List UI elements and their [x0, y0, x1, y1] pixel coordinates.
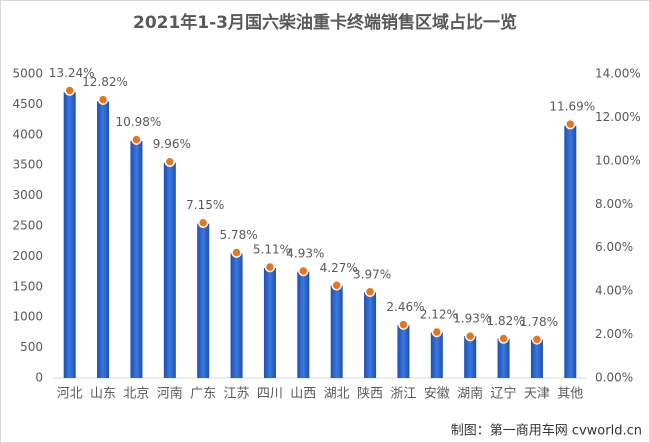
marker [131, 134, 142, 145]
data-label: 2.46% [386, 300, 424, 314]
data-label: 2.12% [420, 307, 458, 321]
marker [97, 94, 109, 105]
bar [230, 253, 243, 378]
data-label: 10.98% [116, 115, 162, 129]
x-tick-label: 山东 [90, 387, 116, 402]
y2-tick-label: 8.00% [595, 197, 633, 211]
marker [498, 333, 509, 344]
marker [64, 85, 75, 96]
y2-tick-label: 2.00% [595, 327, 633, 341]
x-tick-label: 其他 [557, 387, 583, 402]
data-label: 1.93% [453, 312, 491, 326]
bar [297, 271, 310, 378]
chart-title: 2021年1-3月国六柴油重卡终端销售区域占比一览 [133, 12, 517, 33]
x-tick-label: 湖北 [324, 387, 350, 402]
marker [565, 118, 576, 130]
y-tick-label: 1000 [12, 310, 43, 324]
data-label: 1.78% [520, 315, 558, 329]
y-tick-label: 1500 [12, 279, 43, 293]
x-tick-label: 广东 [190, 387, 216, 402]
bar [163, 162, 176, 378]
data-label: 13.24% [49, 66, 95, 80]
bar [63, 92, 76, 379]
source: 制图：第一商用车网 cvworld.cn [451, 423, 642, 439]
bar [430, 332, 443, 378]
bar [464, 336, 477, 378]
data-label: 3.97% [353, 267, 391, 281]
marker [364, 286, 376, 298]
bar [564, 125, 577, 379]
marker [231, 247, 242, 258]
y2-tick-label: 12.00% [595, 110, 641, 124]
bar [364, 292, 377, 378]
data-label: 11.69% [549, 100, 595, 114]
marker [398, 319, 409, 330]
bar [197, 223, 210, 378]
y-tick-label: 4000 [12, 127, 43, 141]
bar [263, 267, 276, 378]
marker [197, 217, 209, 228]
data-label: 5.78% [220, 228, 258, 242]
bar [497, 338, 510, 378]
bar [397, 325, 410, 378]
y2-tick-label: 0.00% [595, 371, 633, 385]
data-label: 12.82% [82, 75, 128, 89]
x-tick-label: 陕西 [357, 387, 383, 402]
x-tick-label: 浙江 [390, 387, 416, 402]
y-tick-label: 500 [20, 340, 43, 354]
y-tick-label: 0 [35, 371, 43, 385]
marker [464, 330, 476, 342]
y-tick-label: 5000 [12, 67, 43, 81]
y-tick-label: 2000 [12, 249, 43, 263]
y-tick-label: 4500 [12, 97, 43, 111]
marker [331, 280, 342, 291]
x-tick-label: 四川 [257, 387, 283, 402]
x-tick-label: 湖南 [457, 386, 483, 402]
x-tick-label: 北京 [123, 387, 149, 402]
y-tick-label: 2500 [12, 219, 43, 233]
marker [264, 261, 276, 273]
x-tick-label: 河南 [157, 386, 183, 402]
y2-tick-label: 6.00% [595, 240, 633, 254]
data-label: 9.96% [153, 137, 191, 151]
bar [130, 140, 143, 378]
data-label: 4.93% [286, 246, 324, 260]
x-tick-label: 河北 [57, 387, 83, 402]
x-tick-label: 山西 [290, 387, 316, 402]
data-label: 5.11% [253, 243, 291, 257]
marker [431, 326, 443, 338]
x-tick-label: 天津 [524, 387, 550, 402]
bar [530, 339, 543, 378]
x-tick-label: 辽宁 [491, 386, 517, 402]
marker [531, 334, 543, 345]
data-label: 1.82% [487, 314, 525, 328]
y-tick-label: 3000 [12, 188, 43, 202]
y2-tick-label: 10.00% [595, 153, 641, 167]
y2-tick-label: 4.00% [595, 284, 633, 298]
marker [298, 265, 309, 277]
data-label: 7.15% [186, 198, 224, 212]
y2-tick-label: 14.00% [595, 67, 641, 81]
marker [164, 156, 176, 167]
data-label: 4.27% [320, 261, 358, 275]
x-tick-label: 安徽 [424, 387, 450, 402]
y-tick-label: 3500 [12, 158, 43, 172]
x-tick-label: 江苏 [224, 386, 250, 402]
bar [330, 285, 343, 378]
bar [97, 101, 110, 379]
